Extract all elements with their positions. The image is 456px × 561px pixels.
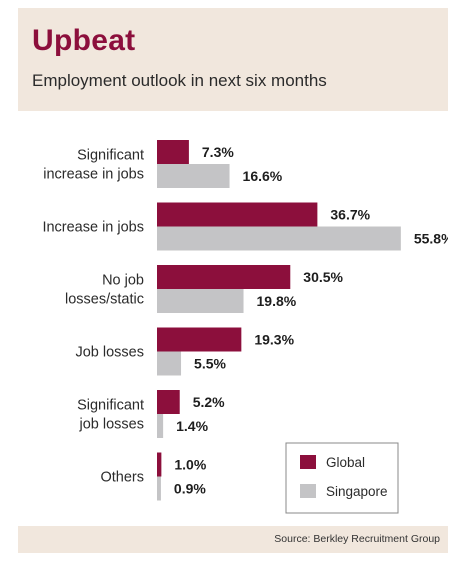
bar-global (157, 452, 162, 477)
bar-singapore (157, 289, 244, 313)
category-label: losses/static (65, 292, 144, 308)
bar-singapore (157, 476, 161, 501)
bar-singapore (157, 164, 230, 188)
chart-footer: Source: Berkley Recruitment Group (18, 526, 448, 553)
bar-global (157, 202, 318, 227)
data-label: 1.4% (176, 418, 208, 434)
legend-swatch-global (300, 455, 316, 469)
chart-area: Significant increase in jobs 7.3% 16.6% Incr… (18, 111, 454, 526)
chart-header: Upbeat Employment outlook in next six mo… (18, 8, 448, 111)
data-label: 5.5% (194, 356, 226, 372)
bar-global (157, 140, 189, 164)
chart-title: Upbeat (32, 24, 136, 57)
category-label: increase in jobs (43, 167, 144, 183)
bar-global (157, 390, 180, 414)
legend-label: Global (326, 455, 365, 470)
category-label: No job (102, 273, 144, 289)
data-label: 19.3% (254, 332, 294, 348)
bar-singapore (157, 414, 164, 438)
chart-subtitle: Employment outlook in next six months (32, 71, 327, 90)
data-label: 36.7% (330, 207, 370, 223)
data-label: 7.3% (202, 144, 234, 160)
data-label: 0.9% (174, 481, 206, 497)
bar-global (157, 265, 291, 289)
category-label: Increase in jobs (42, 220, 144, 236)
category-label: Significant (77, 148, 144, 164)
category-label: Others (100, 470, 144, 486)
data-label: 55.8% (414, 231, 448, 247)
bar-global (157, 327, 242, 352)
category-label: Significant (77, 398, 144, 414)
category-label: Job losses (75, 345, 144, 361)
source-note: Source: Berkley Recruitment Group (274, 533, 440, 545)
legend-box (285, 442, 399, 514)
bar-singapore (157, 351, 182, 376)
chart-card: Upbeat Employment outlook in next six mo… (18, 8, 454, 553)
bar-chart: Significant increase in jobs 7.3% 16.6% Incr… (42, 140, 454, 514)
bar-singapore (157, 226, 401, 251)
data-label: 30.5% (303, 269, 343, 285)
data-label: 19.8% (257, 293, 297, 309)
category-label: job losses (79, 417, 144, 433)
legend-label: Singapore (326, 484, 388, 499)
legend-swatch-singapore (300, 484, 316, 498)
data-label: 5.2% (193, 394, 225, 410)
data-label: 16.6% (243, 168, 283, 184)
data-label: 1.0% (174, 457, 206, 473)
